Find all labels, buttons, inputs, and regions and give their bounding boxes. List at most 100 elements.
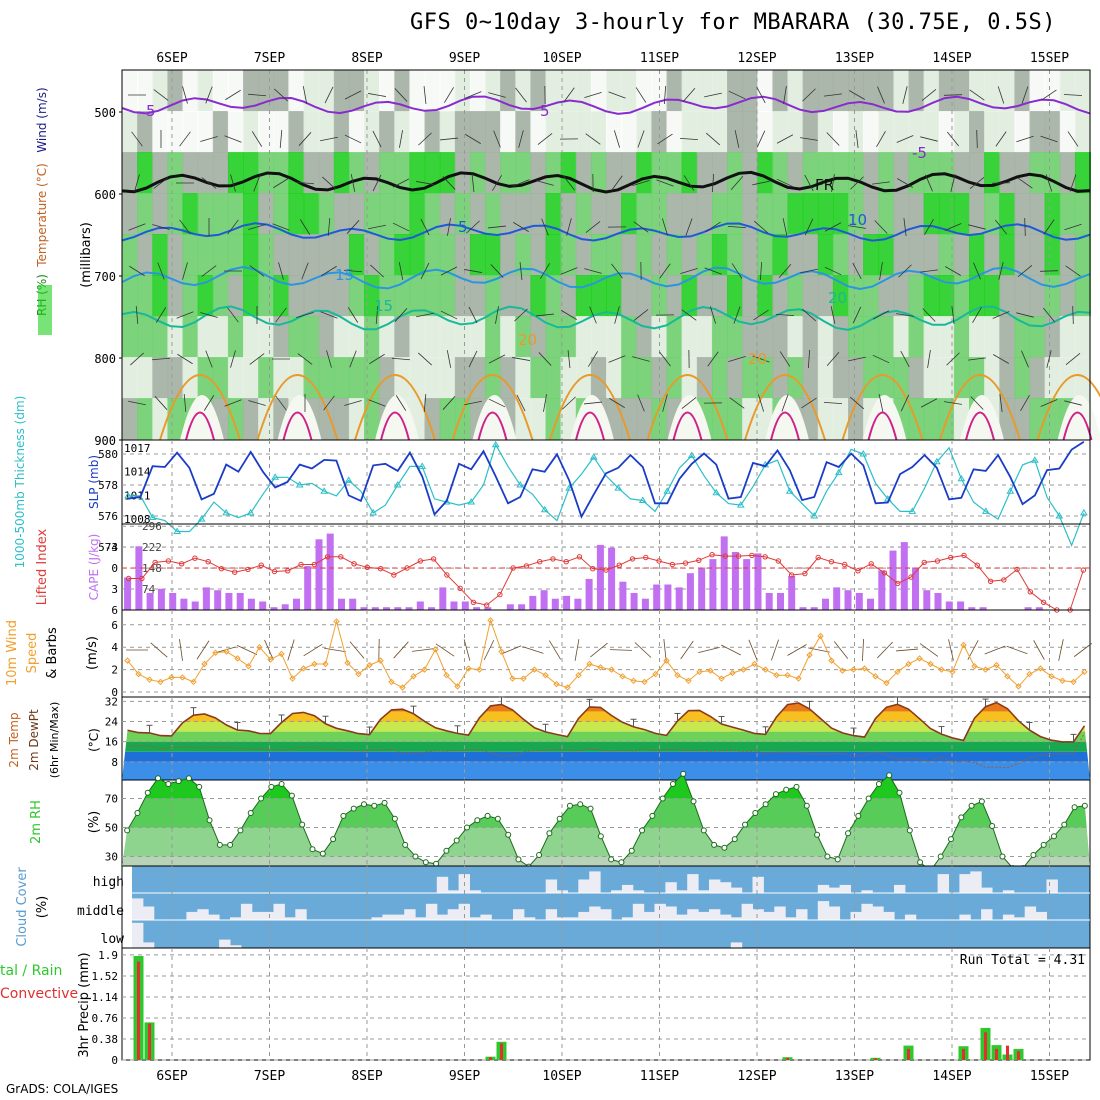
x-tick-label-top: 8SEP <box>351 51 382 66</box>
wind-speed-marker <box>707 667 714 674</box>
cloud-bar <box>665 882 677 893</box>
cape-bar <box>923 590 931 610</box>
lifted-index-marker <box>590 566 596 572</box>
rh-cell <box>863 70 880 112</box>
rh-cell <box>878 357 895 399</box>
wind-barb <box>567 350 571 368</box>
wind-speed-marker <box>190 678 197 686</box>
rh-cell <box>787 152 804 194</box>
rh-cell <box>197 193 214 235</box>
rh-cell <box>182 70 199 112</box>
rh-cell <box>560 316 577 358</box>
rh-cell <box>711 152 728 194</box>
rh-cell <box>999 152 1016 194</box>
x-tick-label-top: 6SEP <box>156 51 187 66</box>
rh-cell <box>364 316 381 358</box>
thickness-marker <box>246 508 255 516</box>
lifted-index-marker <box>165 558 172 564</box>
wind-barb <box>903 218 907 236</box>
wind-barb <box>734 130 740 148</box>
cloud-bar <box>469 890 481 893</box>
wind-speed-marker <box>993 661 1000 669</box>
rh-cell <box>485 357 502 399</box>
wind-barb <box>611 263 623 279</box>
rh-cell <box>923 152 940 194</box>
rh-cell <box>606 152 623 194</box>
rh-cell <box>258 398 275 440</box>
y-tick-label-right: 74 <box>142 583 156 596</box>
cape-bar <box>878 570 886 610</box>
rh-marker <box>1081 802 1088 809</box>
rh-cell <box>303 316 320 358</box>
wind-barb <box>227 219 239 235</box>
wind-barb <box>833 641 849 659</box>
rh-cell <box>590 234 607 276</box>
cape-bar <box>754 553 762 610</box>
rh-plume <box>472 395 517 440</box>
rh-cell <box>258 193 275 235</box>
rh-cell <box>485 193 502 235</box>
wind-barb <box>398 262 404 280</box>
contour-label: 10 <box>848 211 867 229</box>
wind-barb <box>563 175 575 191</box>
wind-barb <box>323 395 335 411</box>
rh-cell <box>893 357 910 399</box>
wind-speed-marker <box>762 666 769 673</box>
rh-cell <box>152 357 169 399</box>
wind-barb <box>588 351 598 367</box>
wind-barb <box>464 91 482 99</box>
temperature-band <box>122 702 1090 712</box>
lifted-index-marker <box>868 561 874 567</box>
wind-barb <box>849 396 865 410</box>
cape-bar <box>709 559 717 610</box>
rh-cell <box>817 193 834 235</box>
rh-marker <box>340 812 347 819</box>
wind-barb <box>1017 177 1033 189</box>
y-tick-label: 0 <box>111 1054 118 1067</box>
cloud-bar <box>883 911 895 920</box>
wind-barb <box>808 647 830 653</box>
rh-cell <box>167 398 184 440</box>
cloud-bar <box>687 874 699 893</box>
lifted-index-marker <box>974 562 980 568</box>
rh-marker <box>546 830 553 837</box>
thickness-marker <box>295 481 304 488</box>
cape-bar <box>405 607 413 610</box>
y-tick-label: 1.14 <box>92 991 119 1004</box>
wind-barb <box>862 638 864 662</box>
wind-barb <box>682 87 696 103</box>
wind-barb <box>876 131 886 147</box>
temperature-contour <box>451 374 534 441</box>
wind-barb <box>852 306 862 324</box>
wind-barb <box>756 86 766 104</box>
rh-cell <box>303 70 320 112</box>
lifted-index-marker <box>232 569 238 575</box>
precip-label: 3hr Precip (mm) <box>77 952 92 1057</box>
wind-barb <box>295 181 315 185</box>
wind-barb <box>757 394 765 412</box>
lifted-index-marker <box>895 580 901 587</box>
rh-marker <box>381 799 388 806</box>
wind-barb <box>368 224 386 230</box>
convective-bar <box>500 1043 503 1060</box>
cloud-bar <box>959 874 971 893</box>
rh-cell <box>515 316 532 358</box>
rh-plume <box>570 395 614 440</box>
rh-cell <box>878 70 895 112</box>
y-tick-label-right: 1014 <box>124 466 151 479</box>
rh-cell <box>621 316 638 358</box>
rh-cell <box>636 152 653 194</box>
wind-speed-marker <box>146 676 153 683</box>
wind-barb <box>826 132 840 146</box>
rh-cell <box>1014 275 1031 317</box>
wind-barb <box>495 306 499 324</box>
rh-cell <box>122 152 139 194</box>
cape-bar <box>664 584 672 610</box>
wind-barb <box>850 176 864 190</box>
wind-speed-marker <box>1037 665 1044 672</box>
wind-barb <box>230 174 236 192</box>
cape-bar <box>968 607 976 610</box>
wind-speed-marker <box>586 660 593 668</box>
dewpoint-line <box>127 732 1085 769</box>
wind-barb <box>471 174 475 192</box>
